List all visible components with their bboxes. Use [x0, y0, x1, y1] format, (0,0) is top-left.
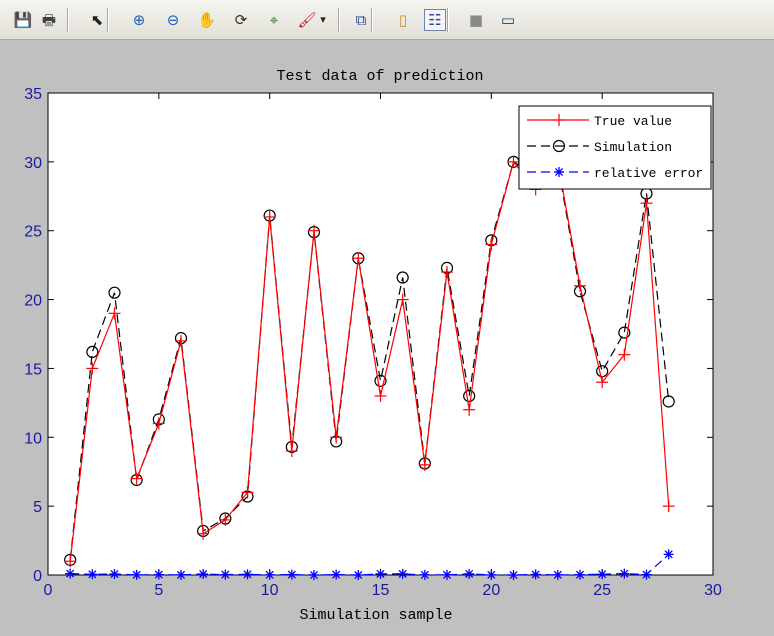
- series-line-relative-error: [70, 553, 670, 576]
- figure-toolbar: 💾 🖶 ⬉ ⊕ ⊖ ✋ ⟳ ⌖ 🖌 ▾ ⧉ ▯ ☷ ■ ▭: [0, 0, 774, 40]
- figure-window: Test data of prediction Simulation sampl…: [0, 40, 774, 631]
- data-point-relative-error: [398, 569, 407, 578]
- colorbar-icon[interactable]: ▯: [398, 11, 408, 29]
- hide-plot-tools-icon[interactable]: ■: [468, 11, 484, 29]
- data-point-simulation: [86, 345, 99, 359]
- legend-icon[interactable]: ☷: [424, 9, 446, 31]
- legend-label-true-value: True value: [594, 114, 672, 129]
- data-point-relative-error: [265, 570, 274, 579]
- legend-marker-relative-error: [554, 167, 564, 177]
- data-point-relative-error: [509, 570, 518, 580]
- data-point-relative-error: [287, 570, 296, 579]
- data-point-relative-error: [132, 570, 141, 579]
- data-point-relative-error: [154, 570, 163, 579]
- x-tick-label: 10: [261, 582, 279, 599]
- data-point-relative-error: [420, 570, 429, 579]
- x-tick-label: 15: [372, 582, 390, 599]
- data-point-relative-error: [598, 570, 607, 579]
- data-point-relative-error: [642, 570, 651, 579]
- y-tick-label: 30: [24, 155, 42, 172]
- data-point-relative-error: [110, 569, 119, 579]
- data-point-relative-error: [664, 550, 673, 559]
- toolbar-separator: [371, 8, 373, 32]
- dropdown-arrow-icon[interactable]: ▾: [320, 13, 326, 26]
- toolbar-separator: [447, 8, 449, 32]
- x-tick-label: 5: [154, 582, 163, 599]
- data-point-simulation: [108, 286, 121, 299]
- x-tick-label: 0: [44, 582, 53, 599]
- data-point-relative-error: [442, 570, 452, 579]
- link-plot-icon[interactable]: ⧉: [355, 11, 367, 29]
- series-line-simulation: [69, 160, 670, 560]
- axis-ticks: 0 5 10 15 20 25 30 0 5 10 15 20 25 30 35: [24, 86, 722, 599]
- data-point-relative-error: [309, 570, 319, 580]
- data-point-relative-error: [620, 569, 629, 578]
- toolbar-separator: [338, 8, 340, 32]
- x-tick-label: 30: [704, 582, 722, 599]
- y-tick-label: 0: [33, 568, 42, 585]
- data-point-relative-error: [66, 569, 75, 578]
- y-tick-label: 20: [24, 293, 42, 310]
- series-line-true-value: [69, 160, 670, 562]
- chart-title: Test data of prediction: [276, 68, 483, 85]
- y-tick-label: 10: [24, 430, 42, 447]
- data-point-relative-error: [553, 570, 562, 579]
- data-point-relative-error: [465, 569, 474, 578]
- zoom-out-icon[interactable]: ⊖: [166, 11, 180, 29]
- data-point-relative-error: [199, 569, 208, 579]
- arrow-pointer-icon[interactable]: ⬉: [90, 11, 104, 29]
- series-relative-error: [65, 549, 674, 580]
- toolbar-separator: [67, 8, 69, 32]
- y-tick-label: 35: [24, 86, 42, 103]
- legend-marker-simulation: [552, 139, 566, 153]
- data-point-simulation: [463, 389, 476, 403]
- data-point-simulation: [396, 271, 409, 284]
- data-point-relative-error: [221, 570, 230, 579]
- data-point-relative-error: [487, 570, 496, 579]
- y-tick-label: 25: [24, 224, 42, 241]
- data-cursor-icon[interactable]: ⌖: [269, 11, 279, 29]
- data-point-simulation: [374, 374, 387, 387]
- zoom-in-icon[interactable]: ⊕: [132, 11, 146, 29]
- data-point-relative-error: [332, 570, 341, 579]
- data-point-relative-error: [88, 570, 97, 579]
- show-plot-tools-icon[interactable]: ▭: [500, 11, 516, 29]
- data-point-relative-error: [243, 570, 252, 579]
- x-tick-label: 25: [593, 582, 611, 599]
- save-icon[interactable]: 💾: [13, 11, 33, 29]
- x-axis-label: Simulation sample: [299, 607, 452, 624]
- data-point-relative-error: [531, 570, 540, 579]
- y-tick-label: 15: [24, 361, 42, 378]
- x-tick-label: 20: [482, 582, 500, 599]
- legend[interactable]: True value Simulation relative error: [518, 105, 712, 190]
- brush-icon[interactable]: 🖌: [297, 11, 317, 29]
- data-point-simulation: [662, 395, 675, 408]
- legend-label-relative-error: relative error: [594, 166, 703, 181]
- print-icon[interactable]: 🖶: [41, 11, 57, 29]
- data-point-relative-error: [376, 569, 385, 578]
- pan-hand-icon[interactable]: ✋: [197, 11, 217, 29]
- data-point-relative-error: [176, 570, 186, 579]
- y-tick-label: 5: [33, 499, 42, 516]
- legend-label-simulation: Simulation: [594, 140, 672, 155]
- rotate-3d-icon[interactable]: ⟳: [234, 11, 248, 29]
- data-point-simulation: [618, 326, 631, 339]
- data-point-relative-error: [575, 570, 585, 579]
- chart: Test data of prediction Simulation sampl…: [24, 68, 722, 624]
- data-point-relative-error: [354, 570, 363, 580]
- toolbar-separator: [107, 8, 109, 32]
